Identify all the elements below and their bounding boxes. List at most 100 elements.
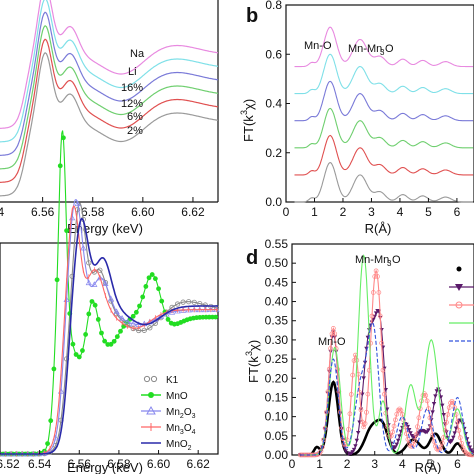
c-marker-mno <box>111 338 117 344</box>
c-marker-k1 <box>141 327 147 333</box>
d-marker-triangle <box>426 428 431 433</box>
d-marker-circle <box>382 391 387 397</box>
d-y-tick-label: 0.30 <box>265 333 289 347</box>
b-x-tick-label: 1 <box>311 205 318 219</box>
c-marker-k1 <box>86 260 92 266</box>
d-y-tick-label: 0.45 <box>265 275 289 289</box>
d-marker-circle <box>428 424 434 430</box>
panel-a: 6.54 6.56 6.58 6.60 6.62 Na Li 16% 12% 6% 2%… <box>0 0 219 236</box>
d-marker-circle <box>369 313 375 319</box>
b-x-tick-label: 0 <box>283 205 290 219</box>
a-x-tick-label: 6.60 <box>131 205 155 219</box>
b-ann-mnmn: Mn-Mn <box>348 43 382 55</box>
c-marker-mn2o3 <box>124 318 131 325</box>
c-marker-mno <box>54 277 60 283</box>
d-marker-circle <box>439 440 445 446</box>
c-marker-mno <box>213 314 219 320</box>
b-series-line <box>294 162 474 203</box>
c-marker-mno <box>159 298 165 304</box>
d-marker-triangle <box>353 444 358 449</box>
d-marker-circle <box>376 290 382 295</box>
c-marker-k1 <box>191 299 197 305</box>
panel-c: 6.52 6.54 6.56 6.58 6.60 6.62 K1 MnO Mn2O3 Mn… <box>0 130 220 474</box>
c-marker-mno <box>70 341 76 347</box>
c-marker-mno <box>95 317 101 322</box>
legend-marker-mn2o3 <box>146 405 156 415</box>
d-marker-circle <box>423 393 429 398</box>
b-series-line <box>294 26 474 68</box>
panel-c-frame <box>0 242 219 455</box>
d-marker-triangle <box>384 407 390 412</box>
d-marker-circle <box>413 432 419 437</box>
d-marker-circle <box>455 420 460 425</box>
a-series-line <box>0 0 219 129</box>
d-ann-sub3: 3 <box>387 259 392 268</box>
d-marker-circle <box>365 391 371 397</box>
d-legend-marker-2 <box>455 284 463 291</box>
d-marker-triangle <box>467 445 473 450</box>
c-marker-k1 <box>97 267 103 273</box>
d-marker-circle <box>444 420 449 425</box>
d-marker-triangle <box>452 431 457 436</box>
c-marker-mno <box>152 276 158 282</box>
d-y-tick-label: 0.00 <box>265 448 289 462</box>
d-marker-circle <box>410 442 416 448</box>
b-x-tick-label: 3 <box>368 205 375 219</box>
d-marker-circle <box>438 444 444 450</box>
d-marker-circle <box>370 290 376 295</box>
b-x-tick-label: 6 <box>454 205 461 219</box>
a-label-16: 16% <box>121 82 143 94</box>
a-label-6: 6% <box>127 111 143 123</box>
d-marker-triangle <box>451 435 456 440</box>
d-marker-triangle <box>441 413 446 418</box>
d-marker-circle <box>395 407 401 413</box>
panel-a-curves <box>0 0 219 197</box>
d-x-tick-label: 3 <box>371 457 378 471</box>
c-marker-mno <box>80 348 85 353</box>
c-marker-mn2o3 <box>85 279 92 286</box>
c-marker-k1 <box>147 325 153 331</box>
d-marker-circle <box>364 409 369 415</box>
b-series-line <box>294 53 474 95</box>
b-x-tick-label: 4 <box>397 205 404 219</box>
legend-label-k1: K1 <box>166 375 179 386</box>
d-marker-circle <box>434 446 440 452</box>
d-series-line <box>300 254 474 456</box>
d-marker-circle <box>470 452 474 458</box>
d-legend-marker-1 <box>456 266 462 272</box>
c-marker-mn2o3 <box>107 295 115 302</box>
d-marker-circle <box>358 407 364 413</box>
c-marker-mn2o3 <box>91 281 98 287</box>
a-x-tick-label: 6.54 <box>0 205 5 219</box>
panel-b-letter: b <box>246 5 258 27</box>
c-marker-mno <box>89 299 95 304</box>
legend-label-mno2: MnO2 <box>166 439 192 452</box>
d-ylabel-main: FT(k <box>246 356 261 383</box>
b-y-tick-label: 0.4 <box>265 97 282 111</box>
b-ylabel-sup: 3 <box>239 110 249 115</box>
d-marker-circle <box>427 415 433 421</box>
d-marker-circle <box>446 405 452 410</box>
a-x-tick-label: 6.58 <box>81 205 105 219</box>
d-marker-circle <box>456 428 462 433</box>
b-ylabel: FT(k 3 χ) <box>239 99 256 142</box>
d-x-tick-label: 1 <box>316 457 323 471</box>
c-marker-k1 <box>174 301 181 307</box>
d-marker-circle <box>347 411 353 417</box>
d-y-tick-label: 0.15 <box>265 390 289 404</box>
d-marker-circle <box>393 417 398 423</box>
d-marker-circle <box>390 429 396 435</box>
c-marker-mn2o3 <box>168 309 176 315</box>
a-x-tick-label: 6.62 <box>181 205 205 219</box>
d-x-tick-label: 4 <box>399 457 406 471</box>
d-marker-circle <box>344 437 350 443</box>
d-marker-circle <box>404 431 409 436</box>
d-marker-circle <box>424 398 430 404</box>
d-marker-triangle <box>379 328 384 333</box>
a-series-line <box>0 11 219 156</box>
c-marker-mno <box>76 354 82 360</box>
b-ylabel-tail: χ) <box>241 99 256 110</box>
a-label-li: Li <box>128 66 137 78</box>
d-marker-circle <box>350 372 356 378</box>
legend-label-mno: MnO <box>166 391 188 402</box>
